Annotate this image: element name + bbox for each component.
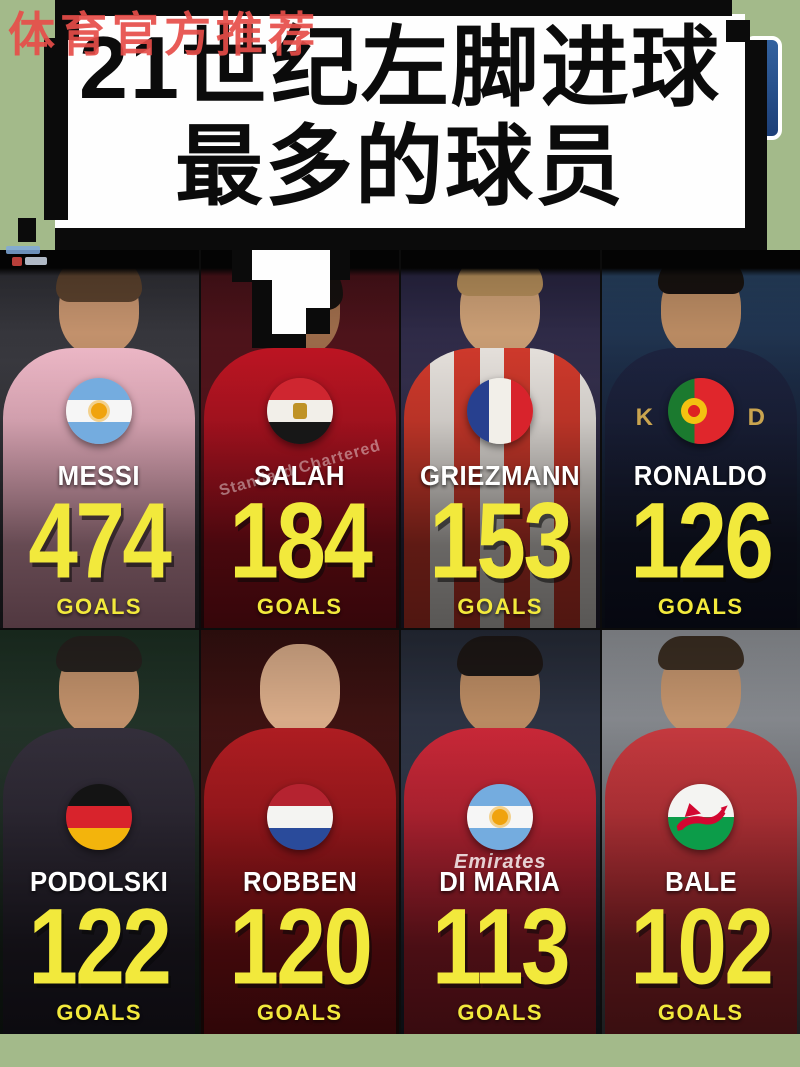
wales-flag-icon [667,784,734,851]
goal-count: 113 [432,887,571,1008]
player-grid: MESSI 474 GOALS Standard Chartered SALAH… [0,250,800,1034]
goals-label: GOALS [56,594,143,619]
player-card-podolski: PODOLSKI 122 GOALS [0,630,199,1034]
bubble-background [55,14,745,228]
germany-flag-icon [66,784,133,851]
page-title: 21世纪左脚进球 最多的球员 [63,10,737,226]
player-card-griezmann: GRIEZMANN 153 GOALS [401,250,600,628]
player-name: GRIEZMANN [420,460,581,492]
egypt-flag-icon [266,378,333,445]
goals-label: GOALS [56,1000,143,1025]
france-flag-icon [467,378,534,445]
title-speech-bubble: 21世纪左脚进球 最多的球员 [18,0,767,250]
portugal-flag-icon [667,378,734,445]
player-card-robben: ROBBEN 120 GOALS [200,630,399,1034]
player-name: RONALDO [634,460,768,492]
title-line-1: 21世纪左脚进球 [79,18,721,118]
goals-label: GOALS [256,594,343,619]
netherlands-flag-icon [266,784,333,851]
goals-label: GOALS [657,594,744,619]
player-name: ROBBEN [242,866,357,898]
player-card-bale: BALE 102 GOALS [601,630,800,1034]
goals-label: GOALS [457,1000,544,1025]
welsh-dragon-icon [676,803,728,832]
goal-count: 153 [429,481,574,602]
player-name: DI MARIA [439,866,561,898]
player-name: SALAH [254,460,346,492]
player-card-messi: MESSI 474 GOALS [0,250,199,628]
player-name: BALE [664,866,737,898]
goal-count: 474 [28,481,173,602]
corner-watermark-logo [6,244,52,270]
goals-label: GOALS [457,594,544,619]
argentina-flag-icon [467,784,534,851]
jersey-sponsor-text: Emirates [454,851,547,873]
goal-count: 102 [630,887,774,1008]
goals-label: GOALS [256,1000,343,1025]
player-name: PODOLSKI [30,866,169,898]
player-card-di-maria: Emirates DI MARIA 113 GOALS [401,630,600,1034]
title-line-2: 最多的球员 [174,117,625,216]
goal-count: 122 [28,887,173,1008]
argentina-flag-icon [66,378,133,445]
bubble-tail [232,250,252,282]
player-card-ronaldo: K D RONALDO 126 GOALS [601,250,800,628]
goal-count: 184 [229,481,373,602]
top-watermark-text: 体育官方推荐 [8,10,320,62]
player-name: MESSI [58,460,141,492]
goal-count: 126 [630,481,774,602]
goals-label: GOALS [657,1000,744,1025]
goal-count: 120 [229,887,373,1008]
